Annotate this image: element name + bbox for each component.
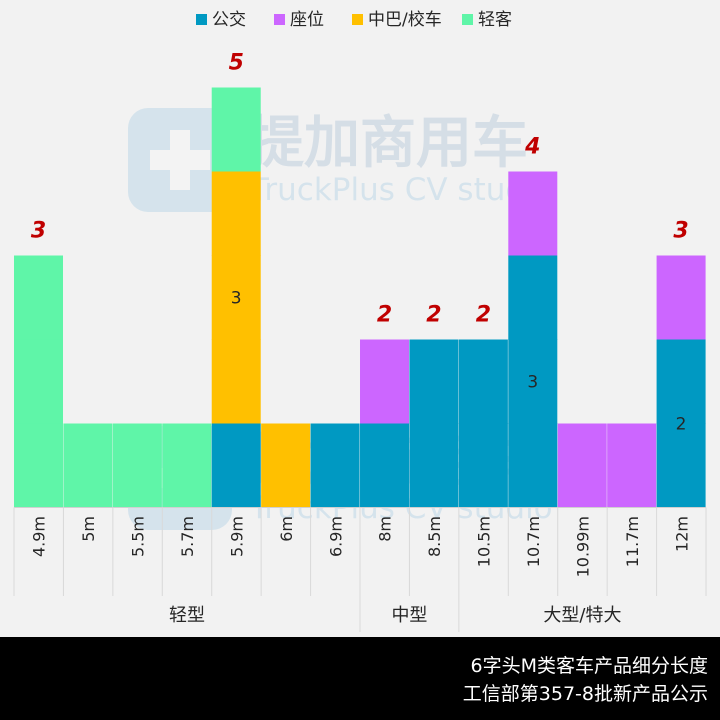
legend-label: 座位: [290, 10, 324, 30]
bar-5.9m-公交: [211, 423, 261, 508]
legend-item-1: 公交: [196, 10, 246, 30]
group-label-2: 中型: [391, 605, 427, 626]
legend-swatch: [274, 14, 285, 25]
legend-item-4: 轻客: [462, 10, 512, 30]
segment-label: 2: [676, 415, 687, 435]
bar-4.9m-轻客: [14, 255, 63, 508]
legend-label: 中巴/校车: [368, 10, 442, 30]
tick-label-5.5m: 5.5m: [129, 516, 148, 557]
watermark-logo-cross-v: [170, 130, 190, 190]
tick-label-11.7m: 11.7m: [623, 516, 642, 567]
bar-8m-公交: [360, 423, 410, 508]
total-label-10.7m: 4: [524, 135, 540, 160]
segment-label: 3: [527, 373, 538, 393]
bar-10.99m-座位: [557, 423, 607, 508]
total-label-5.9m: 5: [229, 51, 244, 76]
bar-5.9m-轻客: [211, 87, 261, 172]
legend-label: 公交: [212, 10, 246, 30]
segment-label: 3: [231, 289, 242, 309]
group-label-3: 大型/特大: [543, 605, 621, 626]
x-axis: 4.9m 5m 5.5m 5.7m 5.9m 6m 6.9m 8m 8.5m 10.5m 10.7m…: [13, 507, 707, 632]
total-label-8.5m: 2: [426, 303, 441, 328]
legend-label: 轻客: [478, 10, 512, 30]
bar-12m-座位: [656, 255, 706, 340]
bar-6m-中巴/校车: [261, 423, 311, 508]
bar-6.9m-公交: [310, 423, 360, 508]
tick-label-4.9m: 4.9m: [30, 516, 49, 557]
tick-label-10.99m: 10.99m: [573, 516, 592, 577]
bar-5.9m-中巴/校车: [211, 171, 261, 424]
total-label-8m: 2: [377, 303, 392, 328]
tick-label-8m: 8m: [376, 516, 395, 542]
group-label-1: 轻型: [169, 605, 205, 626]
footer-banner: 6字头M类客车产品细分长度 工信部第357-8批新产品公示: [0, 637, 720, 720]
tick-label-5.7m: 5.7m: [178, 516, 197, 557]
bar-5.7m-轻客: [162, 423, 212, 508]
legend-swatch: [462, 14, 473, 25]
bar-10.7m-座位: [508, 171, 558, 256]
tick-label-8.5m: 8.5m: [425, 516, 444, 557]
bar-5.5m-轻客: [112, 423, 162, 508]
watermark-text-en: TruckPlus CV studio: [249, 172, 553, 208]
tick-label-5m: 5m: [79, 516, 98, 542]
tick-label-6m: 6m: [277, 516, 296, 542]
bars: 3 5 2 2 2 4 3 3 3 2: [14, 51, 706, 508]
legend-item-3: 中巴/校车: [352, 10, 442, 30]
bar-10.7m-公交: [508, 255, 558, 508]
tick-label-6.9m: 6.9m: [326, 516, 345, 557]
total-label-4.9m: 3: [31, 219, 46, 244]
total-label-10.5m: 2: [476, 303, 491, 328]
tick-label-12m: 12m: [672, 516, 691, 552]
legend-item-2: 座位: [274, 10, 324, 30]
legend-swatch: [196, 14, 207, 25]
tick-label-10.5m: 10.5m: [475, 516, 494, 567]
total-label-12m: 3: [673, 219, 688, 244]
watermark-text-cn: 提加商用车: [248, 111, 528, 176]
bar-5m-轻客: [63, 423, 113, 508]
watermark-logo: [128, 108, 232, 212]
tick-label-5.9m: 5.9m: [227, 516, 246, 557]
tick-label-10.7m: 10.7m: [524, 516, 543, 567]
footer-title: 6字头M类客车产品细分长度: [470, 655, 708, 677]
bar-11.7m-座位: [607, 423, 657, 508]
bar-8m-座位: [360, 339, 410, 424]
legend: 公交 座位 中巴/校车 轻客: [196, 10, 512, 30]
watermark-logo-cross-h: [150, 150, 210, 170]
footer-subtitle: 工信部第357-8批新产品公示: [462, 683, 708, 705]
legend-swatch: [352, 14, 363, 25]
